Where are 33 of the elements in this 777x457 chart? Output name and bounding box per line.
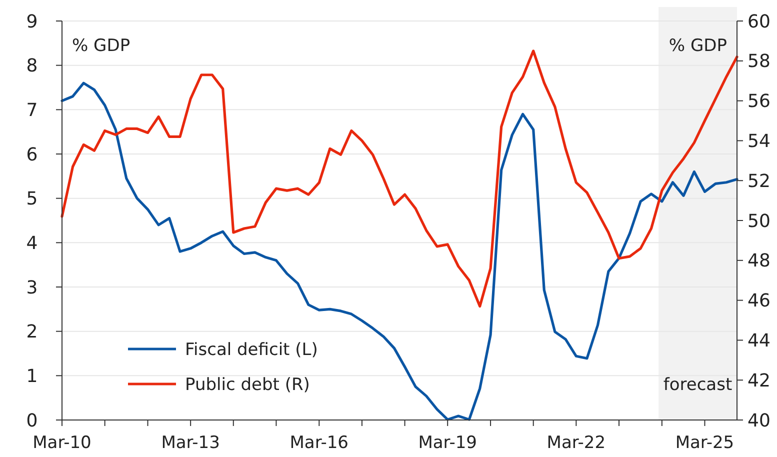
x-tick-label: Mar-13 bbox=[161, 433, 220, 453]
y2-tick-label: 60 bbox=[748, 11, 770, 32]
y-axis-title: % GDP bbox=[72, 36, 130, 56]
line-series bbox=[60, 50, 738, 308]
y-tick-label: 7 bbox=[26, 100, 38, 121]
y2-tick-label: 40 bbox=[748, 410, 770, 432]
legend-label: Public debt (R) bbox=[185, 374, 310, 395]
y-tick-label: 0 bbox=[26, 410, 38, 432]
y2-tick-label: 42 bbox=[748, 370, 770, 392]
y2-tick-label: 54 bbox=[748, 131, 770, 152]
band-label: forecast bbox=[663, 375, 732, 395]
y-tick-label: 6 bbox=[26, 144, 38, 166]
y-tick-label: 1 bbox=[26, 366, 38, 387]
x-tick-label: Mar-16 bbox=[290, 433, 349, 453]
y-tick-label: 3 bbox=[26, 277, 38, 298]
y2-tick-label: 58 bbox=[748, 51, 770, 72]
y-tick-label: 4 bbox=[26, 232, 38, 254]
y-tick-label: 5 bbox=[26, 188, 38, 210]
y2-tick-label: 44 bbox=[748, 330, 770, 352]
x-tick-label: Mar-22 bbox=[546, 433, 606, 453]
y2-tick-label: 52 bbox=[748, 170, 770, 192]
x-tick-label: Mar-19 bbox=[418, 433, 477, 453]
y2-tick-label: 50 bbox=[748, 210, 770, 232]
y-tick-label: 2 bbox=[26, 322, 38, 343]
x-tick-label: Mar-25 bbox=[675, 433, 734, 453]
legend-label: Fiscal deficit (L) bbox=[185, 340, 318, 360]
y2-tick-label: 48 bbox=[748, 250, 770, 272]
y-tick-label: 9 bbox=[26, 11, 38, 32]
y2-tick-label: 56 bbox=[748, 91, 770, 112]
y2-tick-label: 46 bbox=[748, 290, 770, 312]
y2-axis-title: % GDP bbox=[668, 36, 727, 56]
x-tick-label: Mar-10 bbox=[32, 433, 92, 453]
y-tick-label: 8 bbox=[26, 56, 38, 77]
